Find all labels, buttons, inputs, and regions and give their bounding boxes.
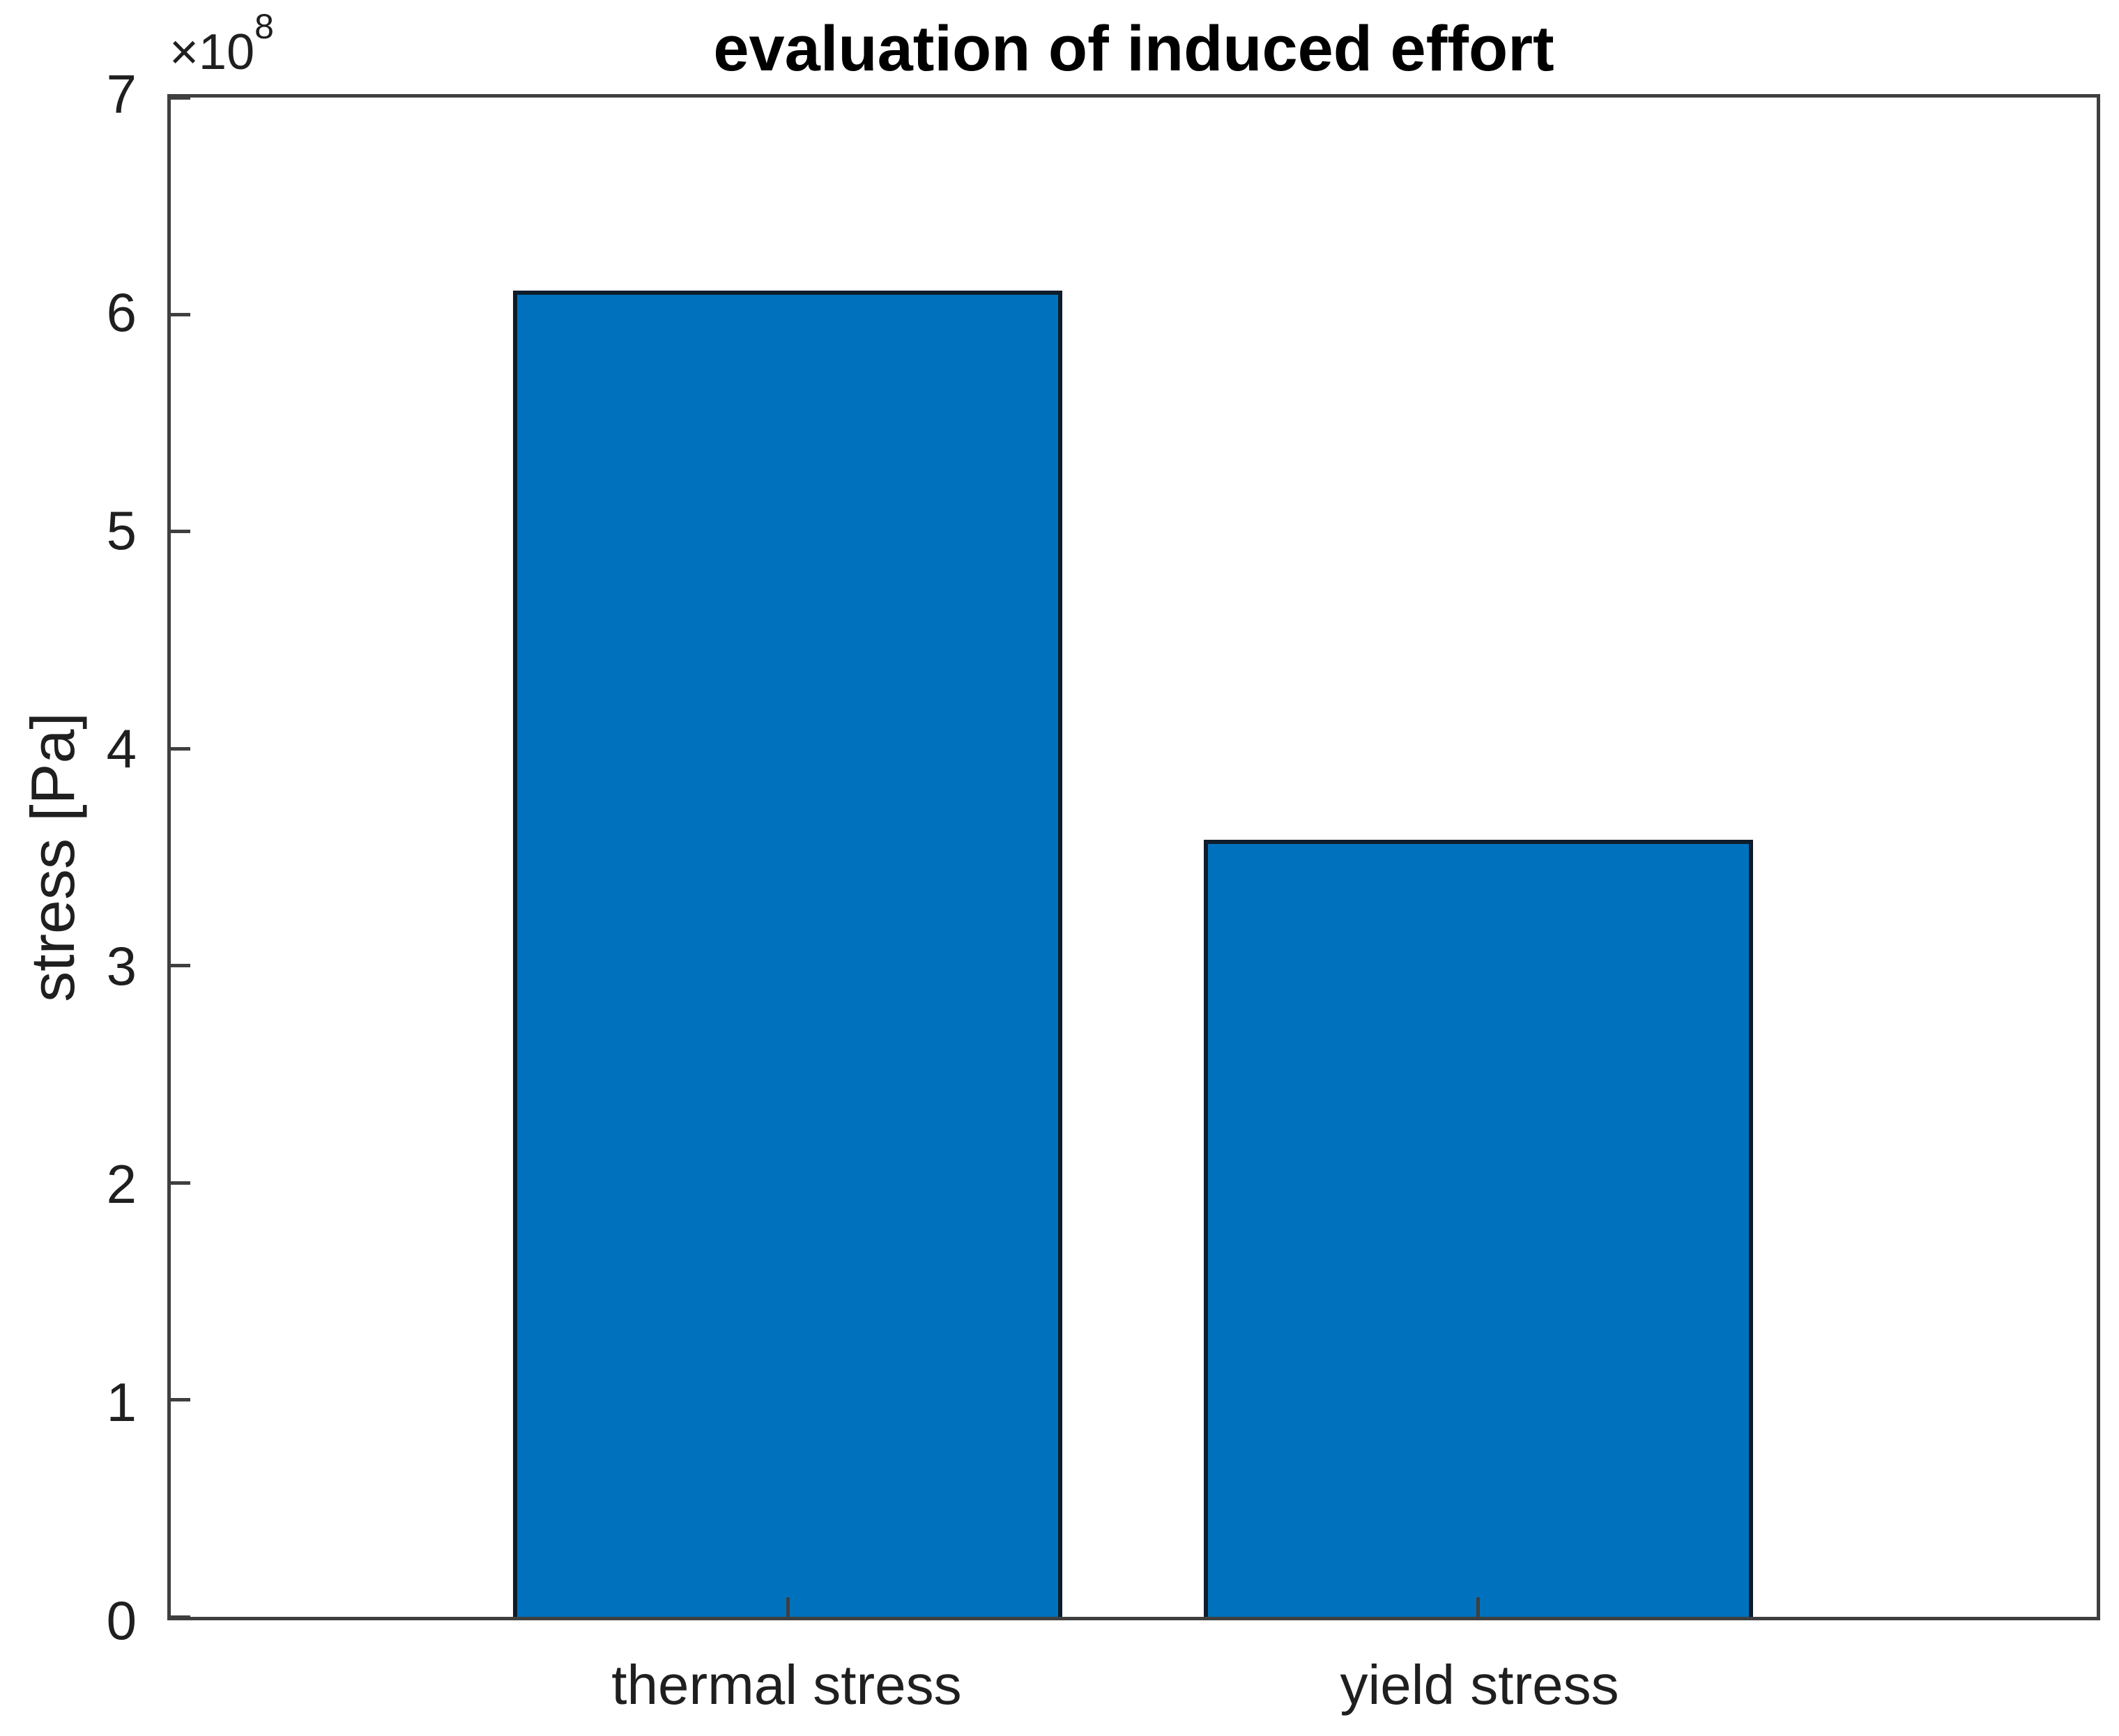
y-tick-label: 6 bbox=[106, 281, 137, 343]
y-tick-label: 5 bbox=[106, 499, 137, 561]
x-axis-tick-labels: thermal stress yield stress bbox=[167, 1653, 2100, 1730]
offset-exponent: 8 bbox=[254, 7, 274, 46]
x-tick-label: thermal stress bbox=[611, 1654, 962, 1716]
y-tick-mark bbox=[171, 1398, 190, 1402]
chart-title: evaluation of induced effort bbox=[713, 13, 1554, 84]
y-tick-label: 3 bbox=[106, 935, 137, 997]
y-tick-mark bbox=[171, 964, 190, 968]
y-tick-mark bbox=[171, 746, 190, 751]
x-tick-mark bbox=[1476, 1597, 1481, 1617]
y-tick-label: 2 bbox=[106, 1153, 137, 1215]
bar-yield-stress bbox=[1203, 840, 1753, 1617]
y-tick-label: 7 bbox=[106, 63, 137, 125]
y-tick-mark bbox=[171, 1181, 190, 1185]
y-tick-label: 0 bbox=[106, 1590, 137, 1651]
bar-thermal-stress bbox=[513, 291, 1063, 1617]
x-tick-mark bbox=[786, 1597, 790, 1617]
y-tick-mark bbox=[171, 312, 190, 316]
y-tick-mark bbox=[171, 95, 190, 100]
y-tick-label: 1 bbox=[106, 1372, 137, 1434]
y-tick-mark bbox=[171, 530, 190, 534]
y-axis-offset-label: ×108 bbox=[169, 9, 274, 81]
y-tick-mark bbox=[171, 1615, 190, 1619]
y-axis-tick-labels: 0 1 2 3 4 5 6 7 bbox=[0, 66, 137, 1648]
plot-area bbox=[167, 94, 2100, 1620]
y-tick-label: 4 bbox=[106, 717, 137, 779]
x-tick-label: yield stress bbox=[1340, 1654, 1619, 1716]
offset-multiplier: ×10 bbox=[169, 24, 255, 80]
